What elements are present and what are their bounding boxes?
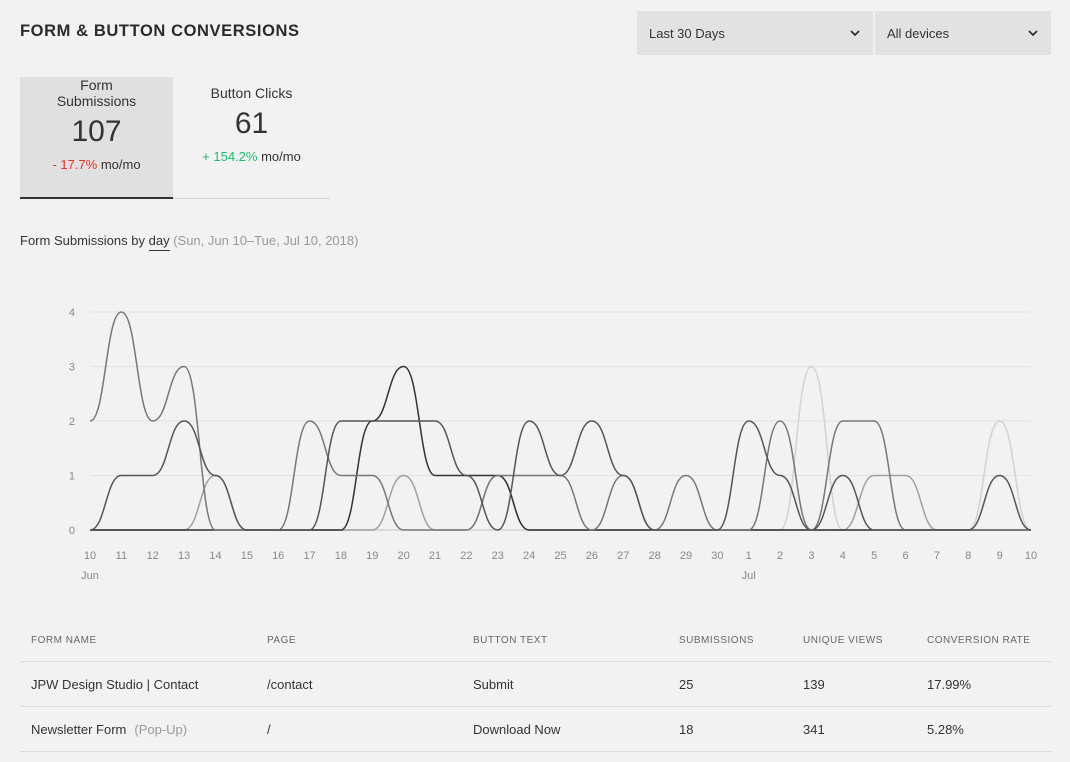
form-type-tag: (Pop-Up) [134,721,188,737]
x-tick-label: 17 [303,550,315,562]
date-range-value: Last 30 Days [649,25,725,41]
tab-label: Form Submissions [56,77,137,109]
x-tick-label: 2 [777,550,783,562]
y-tick-label: 0 [69,525,75,537]
form-name-cell: Newsletter Form (Pop-Up) [20,722,267,737]
chart-subtitle-prefix: Form Submissions by [20,233,145,248]
metric-tabs: Form Submissions 107 - 17.7% mo/mo Butto… [20,77,330,199]
forms-table: FORM NAME PAGE BUTTON TEXT SUBMISSIONS U… [20,620,1051,752]
tab-change: + 154.2% mo/mo [202,149,301,164]
change-suffix: mo/mo [100,157,141,172]
submissions-cell: 18 [679,721,694,737]
x-tick-label: 7 [934,550,940,562]
table-row[interactable]: JPW Design Studio | Contact /contact Sub… [20,662,1051,707]
series-line [90,365,1032,531]
chevron-down-icon [1027,27,1039,39]
tab-change: - 17.7% mo/mo [52,157,140,172]
page-title: FORM & BUTTON CONVERSIONS [20,22,300,40]
page-cell: / [267,721,271,737]
table-row[interactable]: Newsletter Form (Pop-Up) / Download Now 1… [20,707,1051,752]
x-tick-label: 21 [429,550,441,562]
device-value: All devices [887,25,950,41]
x-tick-label: 4 [840,550,846,562]
column-header: UNIQUE VIEWS [803,635,883,646]
x-tick-label: 22 [460,550,472,562]
button-text-cell: Submit [473,676,514,692]
column-header: BUTTON TEXT [473,635,548,646]
y-tick-label: 1 [69,471,75,483]
x-tick-label: 16 [272,550,284,562]
series-line [89,420,1032,531]
conversion-rate-cell: 17.99% [927,676,972,692]
x-tick-label: 8 [965,550,971,562]
conversion-rate-cell: 5.28% [927,721,964,737]
month-label: Jun [81,570,99,582]
change-percent: + 154.2% [202,149,258,164]
x-tick-label: 19 [366,550,378,562]
x-tick-label: 24 [523,550,535,562]
tab-form-submissions[interactable]: Form Submissions 107 - 17.7% mo/mo [20,77,173,199]
table-header: FORM NAME PAGE BUTTON TEXT SUBMISSIONS U… [20,620,1051,662]
column-header: CONVERSION RATE [927,635,1031,646]
unique-views-cell: 139 [803,676,825,692]
column-header: PAGE [267,635,297,646]
x-tick-label: 6 [902,550,908,562]
change-percent: - 17.7% [52,157,98,172]
x-tick-label: 23 [492,550,504,562]
tab-value: 61 [234,107,269,140]
x-tick-label: 29 [680,550,692,562]
x-tick-label: 11 [116,550,127,562]
submissions-cell: 25 [679,676,694,692]
date-range-select[interactable]: Last 30 Days [637,11,873,55]
x-tick-label: 10 [84,550,96,562]
x-tick-label: 9 [997,550,1003,562]
y-tick-label: 2 [69,416,75,428]
tab-button-clicks[interactable]: Button Clicks 61 + 154.2% mo/mo [175,77,328,199]
chart-date-range: (Sun, Jun 10–Tue, Jul 10, 2018) [173,233,359,248]
x-tick-label: 25 [554,550,566,562]
tab-value: 107 [71,115,122,148]
x-tick-label: 26 [586,550,598,562]
x-tick-label: 30 [711,550,723,562]
x-tick-label: 20 [398,550,410,562]
x-tick-label: 1 [746,550,752,562]
tab-label: Button Clicks [210,85,293,101]
change-suffix: mo/mo [261,149,301,164]
x-tick-label: 28 [648,550,660,562]
x-tick-label: 5 [871,550,877,562]
y-tick-label: 3 [69,362,75,374]
chevron-down-icon [849,27,861,39]
button-text-cell: Download Now [473,721,561,737]
form-name: Newsletter Form [31,721,127,737]
y-tick-label: 4 [69,307,75,319]
chart-subtitle: Form Submissions by day (Sun, Jun 10–Tue… [20,233,359,251]
x-tick-label: 3 [808,550,814,562]
form-name-cell: JPW Design Studio | Contact [20,677,267,692]
series-line [90,365,1031,531]
x-tick-label: 18 [335,550,347,562]
x-tick-label: 27 [617,550,629,562]
column-header: FORM NAME [31,635,97,646]
page-cell: /contact [267,676,313,692]
month-label: Jul [742,570,756,582]
column-header: SUBMISSIONS [679,635,754,646]
x-tick-label: 12 [147,550,159,562]
unique-views-cell: 341 [803,721,825,737]
x-tick-label: 13 [178,550,190,562]
x-tick-label: 10 [1025,550,1037,562]
device-select[interactable]: All devices [875,11,1051,55]
x-tick-label: 15 [241,550,253,562]
x-tick-label: 14 [209,550,221,562]
form-name: JPW Design Studio | Contact [31,676,199,692]
granularity-select[interactable]: day [148,233,170,251]
